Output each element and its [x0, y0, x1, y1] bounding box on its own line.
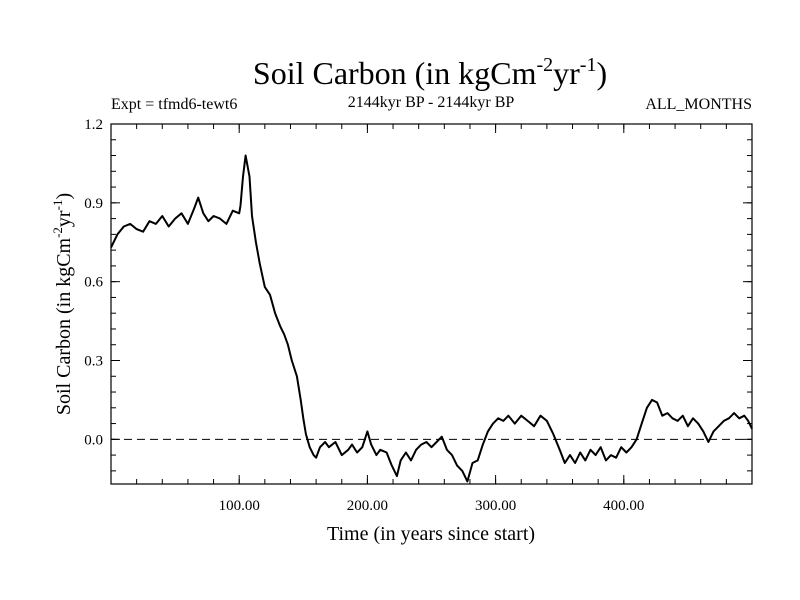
period-label: 2144kyr BP - 2144kyr BP [348, 94, 515, 111]
title-sup1: -2 [536, 54, 553, 76]
ylabel-end: ) [53, 193, 75, 200]
series-group [110, 154, 753, 483]
y-tick-label: 0.9 [84, 196, 103, 212]
y-tick-label: 0.6 [84, 275, 103, 291]
ylabel-main: Soil Carbon (in kgCm [53, 237, 75, 415]
x-axis-label: Time (in years since start) [327, 523, 535, 545]
chart-title: Soil Carbon (in kgCm-2yr-1) [253, 54, 607, 91]
series-line-soil-carbon [110, 154, 753, 483]
x-tick-label: 400.00 [603, 498, 644, 514]
ylabel-sup1: -2 [50, 227, 65, 238]
ylabel-sup2: -1 [50, 200, 65, 211]
x-tick-label: 200.00 [347, 498, 388, 514]
y-tick-label: 0.3 [84, 353, 103, 369]
x-tick-label: 100.00 [219, 498, 260, 514]
x-tick-label: 300.00 [475, 498, 516, 514]
title-main: Soil Carbon (in kgCm [253, 55, 537, 91]
title-sup2: -1 [580, 54, 597, 76]
y-tick-label: 0.0 [84, 432, 103, 448]
ylabel-mid: yr [53, 210, 75, 227]
y-tick-label: 1.2 [84, 117, 103, 133]
plot-frame [110, 123, 753, 485]
months-label: ALL_MONTHS [645, 96, 752, 113]
title-mid: yr [553, 55, 580, 91]
expt-label: Expt = tfmd6-tewt6 [111, 96, 237, 113]
y-axis-label: Soil Carbon (in kgCm-2yr-1) [50, 193, 75, 415]
title-end: ) [596, 55, 607, 91]
axis-ticks: 100.00 200.00 300.00 400.00 0.0 0.3 0.6 0.9 1.2 [84, 117, 752, 514]
